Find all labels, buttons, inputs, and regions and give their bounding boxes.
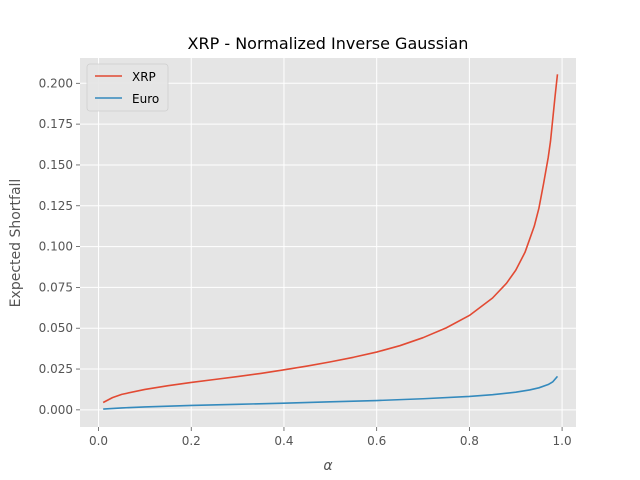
y-tick-label: 0.150	[39, 158, 73, 172]
x-tick-label: 0.8	[460, 434, 479, 448]
legend-label-euro: Euro	[132, 92, 159, 106]
series-line-euro	[103, 375, 559, 410]
grid	[80, 58, 576, 427]
series-line-xrp	[102, 74, 559, 404]
x-tick-label: 1.0	[553, 434, 572, 448]
x-tick-label: 0.6	[367, 434, 386, 448]
y-tick-label: 0.075	[39, 280, 73, 294]
y-tick-label: 0.025	[39, 362, 73, 376]
y-tick-label: 0.000	[39, 403, 73, 417]
x-tick-label: 0.0	[89, 434, 108, 448]
x-axis-label: α	[323, 458, 333, 474]
x-tick-label: 0.2	[182, 434, 201, 448]
y-tick-label: 0.175	[39, 117, 73, 131]
chart-title: XRP - Normalized Inverse Gaussian	[188, 34, 469, 53]
x-tick-label: 0.4	[274, 434, 293, 448]
legend-label-xrp: XRP	[132, 70, 156, 84]
y-axis: 0.000 0.025 0.050 0.075 0.100 0.125 0.150 0.175…	[39, 76, 80, 417]
x-axis: 0.0 0.2 0.4 0.6 0.8 1.0	[89, 427, 572, 448]
y-tick-label: 0.100	[39, 240, 73, 254]
legend: XRP Euro	[86, 63, 169, 112]
y-tick-label: 0.125	[39, 199, 73, 213]
series-lines	[102, 74, 559, 410]
y-axis-label: Expected Shortfall	[8, 179, 24, 308]
y-tick-label: 0.050	[39, 321, 73, 335]
y-tick-label: 0.200	[39, 76, 73, 90]
plot-area	[80, 58, 576, 427]
